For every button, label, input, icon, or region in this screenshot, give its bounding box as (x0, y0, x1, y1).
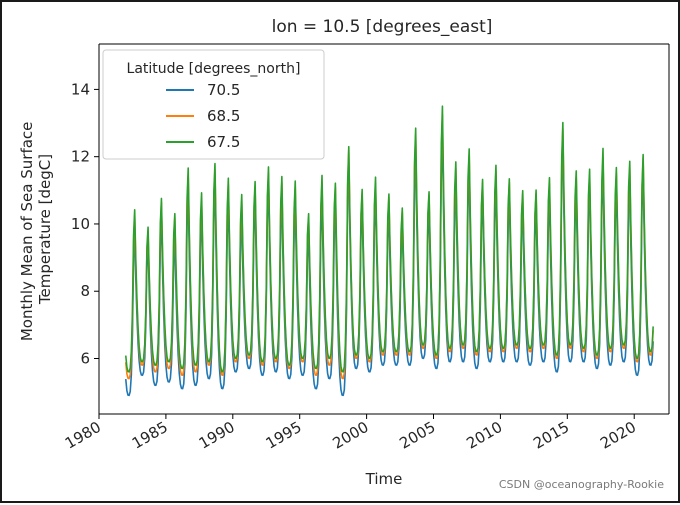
x-tick-label: 2000 (330, 418, 372, 453)
x-tick-label: 1990 (196, 418, 238, 453)
legend-title: Latitude [degrees_north] (127, 61, 301, 77)
series-layer (124, 105, 654, 397)
y-axis-label-line2: Temperature [degC] (36, 154, 54, 305)
x-tick-label: 2005 (396, 418, 438, 453)
y-tick-label: 8 (80, 282, 90, 300)
y-axis-label: Monthly Mean of Sea Surface Temperature … (18, 117, 54, 341)
x-tick-label: 1985 (129, 418, 171, 453)
y-tick-label: 10 (71, 215, 90, 233)
x-tick-label: 1995 (263, 418, 305, 453)
x-axis-label: Time (365, 470, 403, 488)
legend-label-70.5: 70.5 (207, 81, 240, 99)
x-tick-label: 2015 (530, 418, 572, 453)
series-line-67.5 (124, 105, 654, 373)
y-tick-label: 14 (71, 80, 90, 98)
y-tick-label: 6 (80, 350, 90, 368)
x-tick-label: 2010 (463, 418, 505, 453)
legend: Latitude [degrees_north] 70.5 68.5 67.5 (102, 49, 325, 160)
x-tick-label: 2020 (597, 418, 639, 453)
x-tick-label: 1980 (62, 418, 104, 453)
legend-label-67.5: 67.5 (207, 133, 240, 151)
legend-box (102, 49, 325, 160)
chart-title: lon = 10.5 [degrees_east] (272, 17, 493, 37)
legend-label-68.5: 68.5 (207, 107, 240, 125)
y-tick-label: 12 (71, 148, 90, 166)
watermark-text: CSDN @oceanography-Rookie (498, 478, 664, 491)
y-axis-label-line1: Monthly Mean of Sea Surface (18, 122, 36, 342)
